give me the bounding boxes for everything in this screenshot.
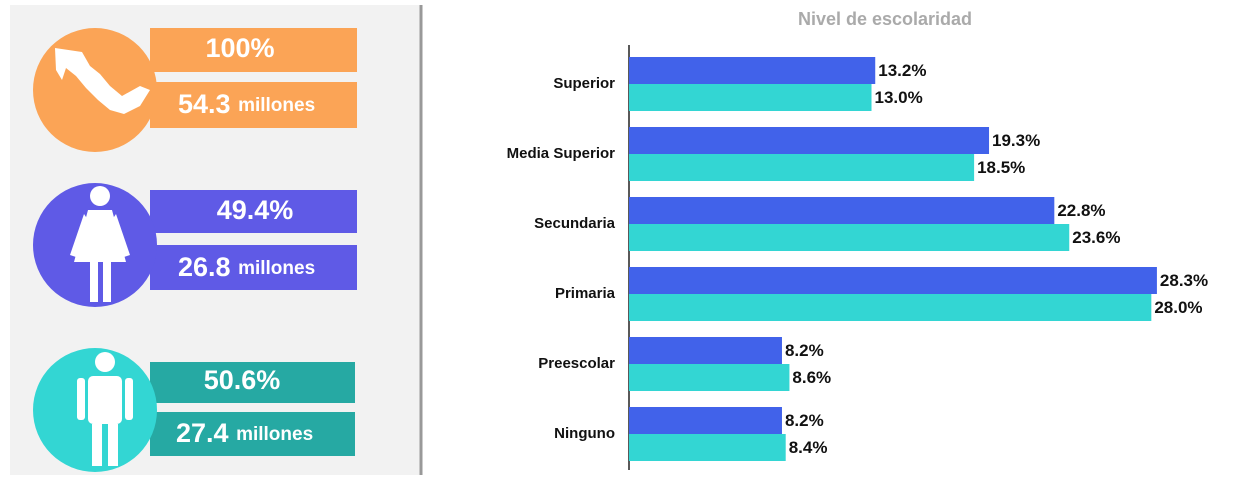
category-label: Preescolar — [538, 355, 615, 372]
amount-number: 27.4 — [176, 418, 229, 448]
bar — [629, 154, 975, 181]
category-label: Primaria — [555, 285, 616, 302]
band — [150, 245, 357, 290]
amount-number: 54.3 — [178, 89, 231, 119]
bar — [629, 294, 1152, 321]
bar — [629, 267, 1157, 294]
amount: 26.8 millones — [178, 252, 315, 282]
value-label: 8.2% — [785, 411, 824, 430]
bar — [629, 337, 782, 364]
category-label: Media Superior — [507, 145, 616, 162]
value-label: 19.3% — [992, 131, 1040, 150]
bar — [629, 57, 876, 84]
men-card: 50.6% 27.4 millones — [33, 348, 355, 472]
percent: 49.4% — [217, 195, 294, 225]
bar — [629, 197, 1055, 224]
category-label: Ninguno — [554, 425, 615, 442]
band — [150, 28, 357, 72]
bar — [629, 127, 990, 154]
value-label: 23.6% — [1072, 228, 1120, 247]
amount-unit: millones — [238, 258, 315, 279]
chart-title: Nivel de escolaridad — [798, 9, 972, 29]
value-label: 28.3% — [1160, 271, 1208, 290]
amount-unit: millones — [238, 95, 315, 116]
percent: 100% — [205, 33, 274, 63]
bar — [629, 224, 1070, 251]
man-icon — [77, 352, 133, 466]
amount: 27.4 millones — [176, 418, 313, 448]
value-label: 22.8% — [1057, 201, 1105, 220]
value-label: 13.2% — [878, 61, 926, 80]
bar — [629, 364, 790, 391]
category-label: Secundaria — [534, 215, 616, 232]
value-label: 13.0% — [875, 88, 923, 107]
bar — [629, 434, 786, 461]
woman-icon — [70, 186, 130, 302]
amount-number: 26.8 — [178, 252, 231, 282]
gap — [175, 233, 357, 243]
band — [150, 82, 357, 128]
value-label: 8.4% — [789, 438, 828, 457]
amount: 54.3 millones — [178, 89, 315, 119]
total-card: 100% 54.3 millones — [33, 28, 357, 152]
amount-unit: millones — [236, 424, 313, 445]
band — [150, 362, 355, 403]
bar — [629, 84, 872, 111]
percent: 50.6% — [204, 365, 281, 395]
value-label: 8.6% — [792, 368, 831, 387]
women-card: 49.4% 26.8 millones — [33, 183, 357, 307]
map-icon — [55, 48, 150, 114]
band — [150, 412, 355, 456]
bar — [629, 407, 782, 434]
band — [150, 190, 357, 233]
category-label: Superior — [553, 75, 615, 92]
value-label: 28.0% — [1154, 298, 1202, 317]
value-label: 8.2% — [785, 341, 824, 360]
value-label: 18.5% — [977, 158, 1025, 177]
